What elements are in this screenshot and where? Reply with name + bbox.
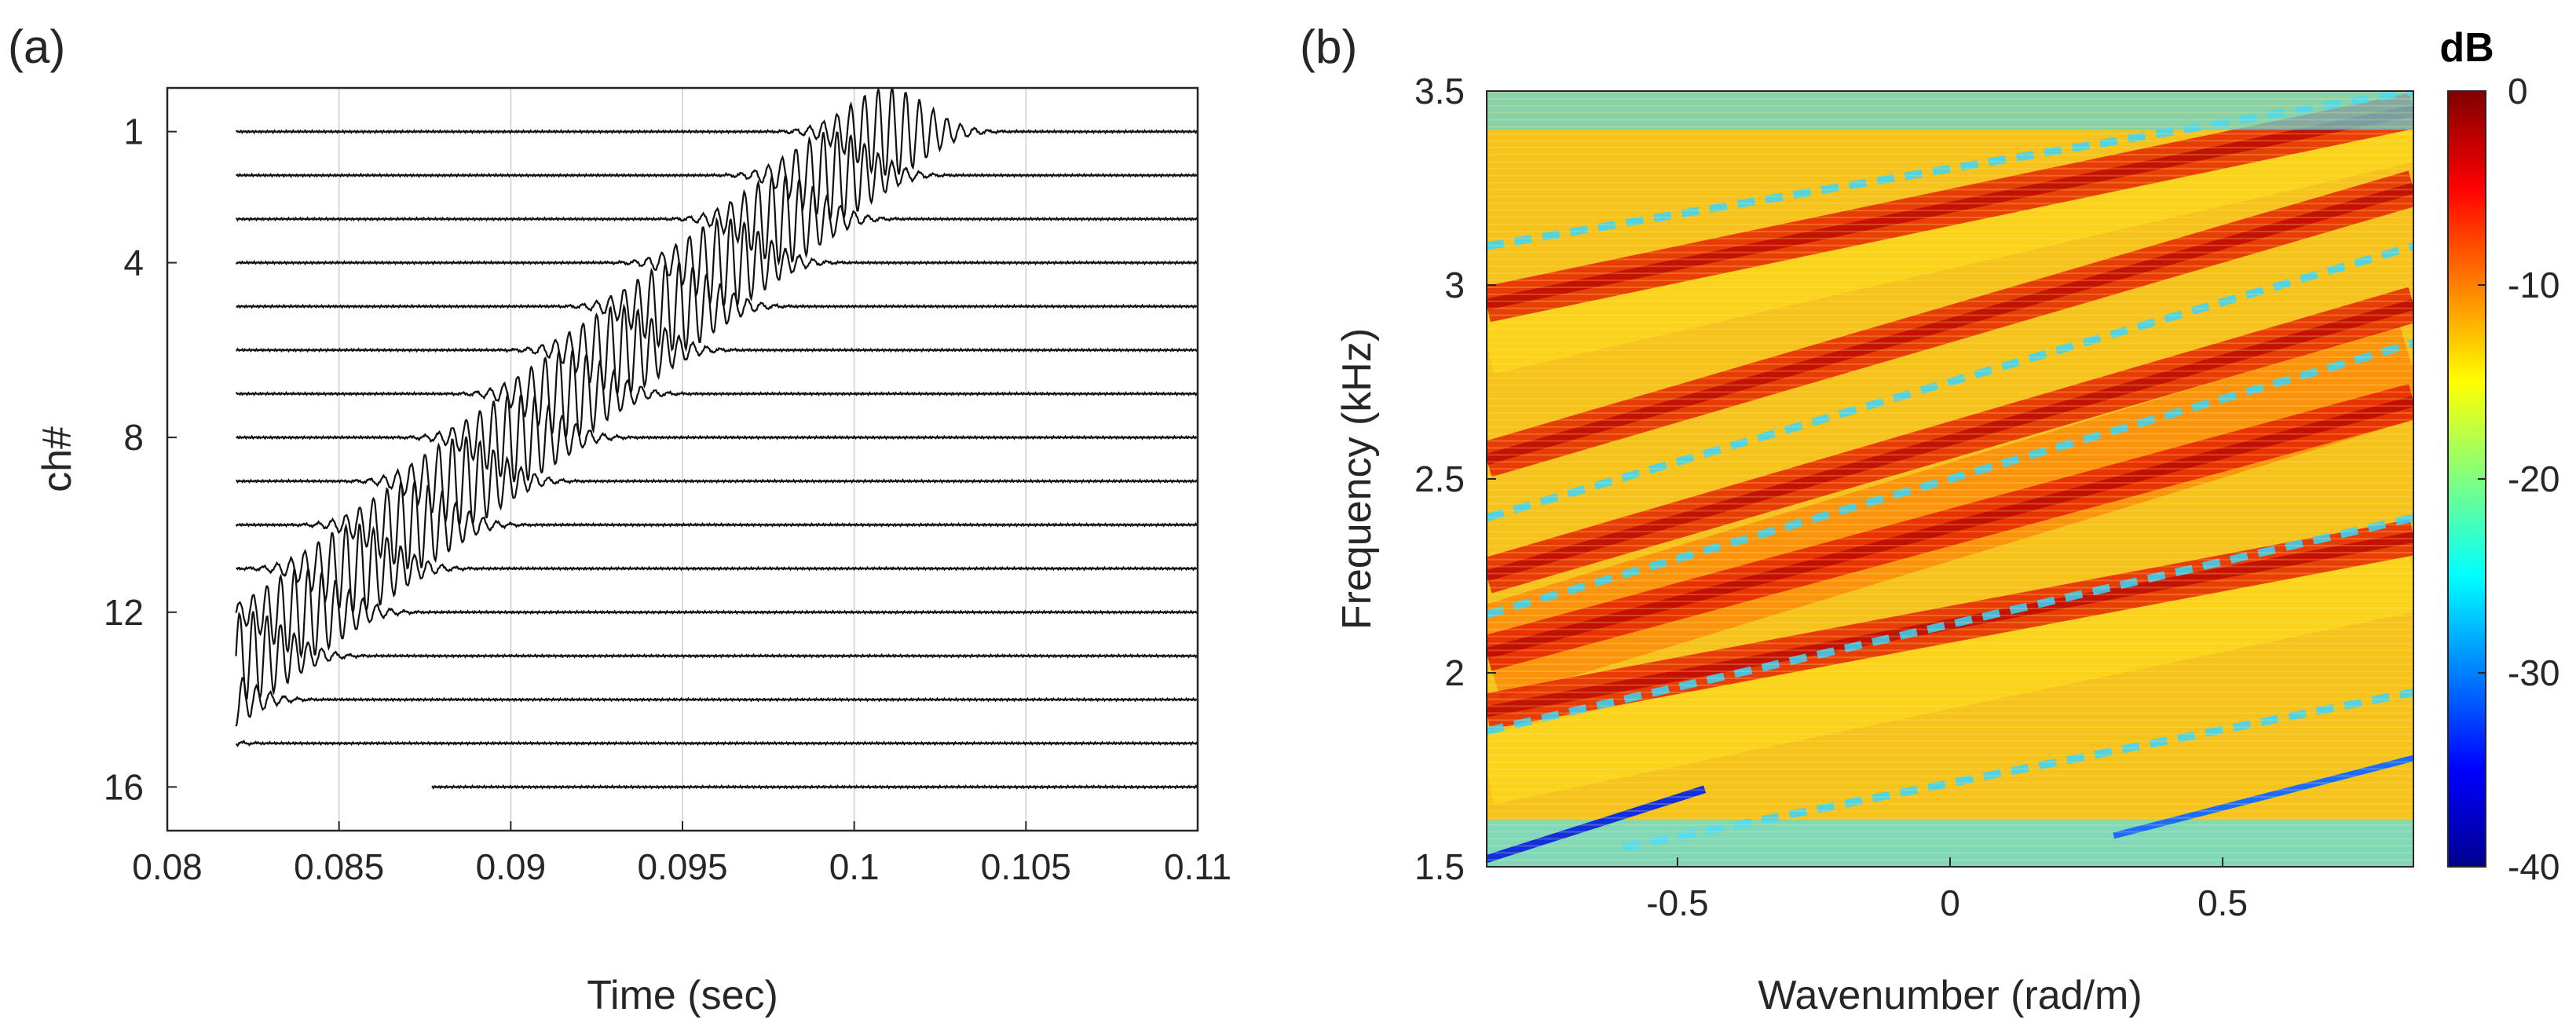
heatmap-ridge-core <box>1487 104 2413 310</box>
panel-b-y-ticks: 1.5 2 2.5 3 3.5 <box>1414 71 1496 887</box>
trace-ch-5 <box>236 260 1198 353</box>
heatmap-trough <box>1622 688 2413 852</box>
y-tick-label: 2 <box>1444 652 1465 693</box>
y-tick-label: 16 <box>104 766 144 807</box>
trace-ch-15 <box>235 740 1198 747</box>
panel-a-y-ticks: 1 4 8 12 16 <box>104 111 177 807</box>
heatmap-band <box>1487 99 2413 375</box>
heatmap-trough <box>1487 91 2413 250</box>
trace-ch-4 <box>235 216 1198 309</box>
panel-a-x-ticks: 0.08 0.085 0.09 0.095 0.1 0.105 0.11 <box>132 821 1231 887</box>
panel-b-x-ticks: -0.5 0 0.5 <box>1646 857 2248 923</box>
x-tick-label: 0.5 <box>2197 882 2248 923</box>
trace-ch-1 <box>236 88 1198 176</box>
trace-ch-9 <box>236 436 1198 526</box>
x-tick-label: 0 <box>1940 882 1960 923</box>
colorbar-title: dB <box>2439 25 2494 71</box>
x-tick-label: 0.09 <box>476 846 547 887</box>
heatmap-ridge-core <box>1487 182 2413 466</box>
panel-b-heatmap <box>1487 91 2413 867</box>
x-tick-label: -0.5 <box>1646 882 1708 923</box>
x-tick-label: 0.11 <box>1164 846 1231 887</box>
panel-b-y-axis-label: Frequency (kHz) <box>1334 328 1380 630</box>
trace-ch-6 <box>236 302 1198 395</box>
colorbar-tick-label: -10 <box>2508 265 2560 305</box>
y-tick-label: 12 <box>104 592 144 633</box>
x-tick-label: 0.105 <box>981 846 1071 887</box>
colorbar-tick-label: -40 <box>2508 846 2560 887</box>
y-tick-label: 2.5 <box>1414 459 1465 499</box>
heatmap-deep-trough <box>1487 785 1707 863</box>
colorbar-tick-label: -30 <box>2508 652 2560 693</box>
x-tick-label: 0.08 <box>132 846 203 887</box>
y-tick-label: 8 <box>123 417 144 458</box>
y-tick-label: 4 <box>123 243 144 283</box>
trace-ch-2 <box>236 131 1198 221</box>
panel-a-x-axis-label: Time (sec) <box>587 973 778 1018</box>
trace-ch-7 <box>235 346 1198 440</box>
trace-ch-8 <box>236 391 1198 483</box>
y-tick-label: 3.5 <box>1414 71 1465 111</box>
trace-ch-12 <box>235 565 1198 659</box>
heatmap-deep-trough <box>2113 754 2413 839</box>
heatmap-band <box>1487 541 2413 805</box>
panel-b: (b) -0.5 0 0.5 1.5 2 2.5 3 3.5 Wavenumber (rad… <box>1300 20 2560 1018</box>
trace-ch-16 <box>431 784 1198 790</box>
colorbar-tick-label: 0 <box>2508 71 2528 111</box>
x-tick-label: 0.1 <box>829 846 880 887</box>
heatmap-low-band-top <box>1487 91 2413 130</box>
x-tick-label: 0.085 <box>294 846 384 887</box>
panel-b-x-axis-label: Wavenumber (rad/m) <box>1758 973 2142 1018</box>
heatmap-ridge-core <box>1487 396 2413 659</box>
trace-ch-13 <box>235 611 1198 701</box>
heatmap-ridge-core <box>1487 298 2413 582</box>
colorbar-ticks: 0 -10 -20 -30 -40 <box>2478 71 2560 887</box>
panel-a-gridlines <box>338 88 1027 831</box>
x-tick-label: 0.095 <box>637 846 727 887</box>
heatmap-trough <box>1487 339 2413 619</box>
heatmap-ridge-core <box>1487 532 2413 718</box>
panel-a-y-axis-label: ch# <box>35 426 80 492</box>
trace-ch-14 <box>235 677 1198 727</box>
heatmap-trough <box>1487 242 2413 522</box>
trace-ch-11 <box>236 523 1198 615</box>
y-tick-label: 1.5 <box>1414 846 1465 887</box>
panel-a-traces <box>235 88 1198 790</box>
heatmap-trough <box>1487 513 2413 735</box>
panel-b-label: (b) <box>1300 20 1357 73</box>
colorbar-tick-label: -20 <box>2508 459 2560 499</box>
panel-a-label: (a) <box>8 20 65 73</box>
y-tick-label: 3 <box>1444 265 1465 305</box>
y-tick-label: 1 <box>123 111 144 152</box>
panel-a: (a) 0.08 0.085 0.09 0.095 0.1 0.105 0.11 1 4 8 12… <box>8 20 1231 1018</box>
trace-ch-10 <box>235 480 1198 570</box>
trace-ch-3 <box>235 172 1198 266</box>
